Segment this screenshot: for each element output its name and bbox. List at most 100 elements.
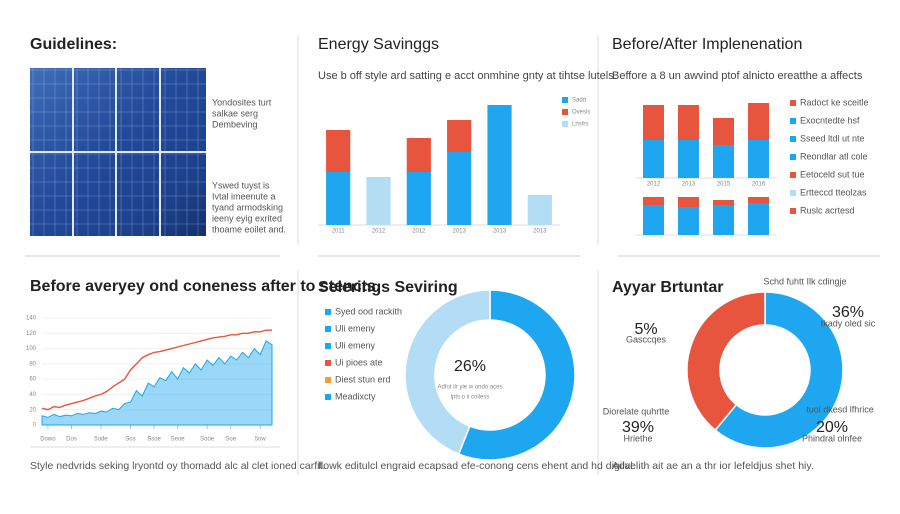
x-tick-label: Dowo [40, 437, 56, 443]
note-line: thoame eoilet and. [212, 224, 286, 234]
x-tick-label: 2016 [752, 182, 766, 188]
legend-swatch [562, 109, 568, 115]
y-tick-label: 120 [26, 331, 37, 337]
x-tick-label: 2012 [647, 182, 661, 188]
bar [713, 118, 734, 145]
x-tick-label: Seoe [171, 437, 186, 443]
bar [643, 197, 664, 205]
x-tick-label: 2013 [533, 229, 547, 235]
bar [713, 200, 734, 205]
legend-swatch [562, 97, 568, 103]
note-line: ieeny eyig exrited [212, 213, 282, 223]
x-tick-label: 2013 [493, 229, 507, 235]
legend-swatch [790, 100, 796, 106]
annotation: Diorelate quhrtte [603, 406, 670, 416]
annotation: Hriethe [623, 433, 652, 443]
legend-swatch [790, 154, 796, 160]
annotation: tuoi dkesd lfhrice [806, 404, 874, 414]
annotation: 5% [634, 321, 657, 338]
legend-label: Syed ood rackith [335, 306, 402, 316]
legend-swatch [325, 360, 331, 366]
note-line: Dembeving [212, 119, 258, 129]
legend-label: Eetoceld sut tue [800, 169, 865, 179]
line [41, 329, 272, 411]
annotation: Gasccqes [626, 334, 667, 344]
chart-title: Before averyey ond coneness after to ste… [30, 278, 380, 295]
donut-slice [457, 289, 576, 461]
bar [406, 172, 431, 225]
bar [326, 172, 351, 225]
bar [643, 140, 664, 178]
chart-title: Before/After Implenenation [612, 36, 802, 53]
legend-label: Sseed ltdl ut nte [800, 133, 865, 143]
x-tick-label: Soe [225, 437, 236, 443]
x-tick-label: 2011 [332, 229, 346, 235]
chart-title: Energy Savinggs [318, 36, 439, 53]
bar [406, 138, 431, 172]
legend-swatch [325, 343, 331, 349]
legend-label: Meadixcty [335, 391, 376, 401]
legend-swatch [325, 377, 331, 383]
bar [748, 103, 769, 140]
bar [713, 205, 734, 235]
annotation: Schd fuhtt Ilk cdingje [763, 276, 846, 286]
legend-label: Uli emeny [335, 323, 376, 333]
donut-slice [686, 291, 766, 432]
legend-swatch [325, 309, 331, 315]
x-tick-label: 2015 [717, 182, 731, 188]
bar [678, 140, 699, 178]
chart-subtitle: Beffore a 8 un awvind ptof alnicto ereat… [612, 70, 863, 82]
legend-label: Ui pioes ate [335, 357, 383, 367]
note-line: Yondosites turt [212, 97, 272, 107]
y-tick-label: 0 [33, 423, 37, 429]
annotation: 36% [832, 304, 864, 321]
bar [487, 105, 512, 225]
legend-swatch [562, 121, 568, 127]
legend-label: Reondlar atl cole [800, 151, 868, 161]
legend-swatch [790, 118, 796, 124]
note-line: salkae serg [212, 108, 258, 118]
solar-panel [30, 68, 206, 236]
x-tick-label: 2012 [412, 229, 426, 235]
bar [326, 130, 351, 172]
legend-swatch [790, 190, 796, 196]
x-tick-label: Dos [66, 437, 77, 443]
note-line: tyand armodsking [212, 202, 283, 212]
bar [643, 105, 664, 140]
annotation: 39% [622, 419, 654, 436]
y-tick-label: 80 [29, 361, 36, 367]
x-tick-label: 2013 [682, 182, 696, 188]
center-text: Adfot ilr yie w ondo aces [437, 385, 502, 391]
legend-label: Uli emeny [335, 340, 376, 350]
x-tick-label: Sooe [200, 437, 215, 443]
legend-label: Ruslc acrtesd [800, 205, 855, 215]
y-tick-label: 140 [26, 316, 37, 322]
legend-swatch [325, 326, 331, 332]
legend-label: Ertteccd tteolzas [800, 187, 867, 197]
y-tick-label: 100 [26, 346, 37, 352]
bar [366, 177, 391, 225]
y-tick-label: 20 [29, 407, 36, 413]
legend-label: Sadd [572, 98, 586, 104]
legend-swatch [790, 172, 796, 178]
x-tick-label: 2013 [452, 229, 466, 235]
x-tick-label: 5ode [94, 437, 108, 443]
center-text: lpts o ii coiless [451, 395, 490, 401]
note-line: Yswed tuyst is [212, 180, 270, 190]
bar [643, 205, 664, 235]
annotation: 20% [816, 419, 848, 436]
y-tick-label: 60 [29, 377, 36, 383]
bar [447, 152, 472, 225]
bar [447, 120, 472, 152]
panel-title: Guidelines: [30, 36, 117, 53]
x-tick-label: 2012 [372, 229, 386, 235]
footer-text: Advelith ait ae an a thr ior lefeldjus s… [612, 460, 814, 472]
x-tick-label: Ssoe [147, 437, 161, 443]
bar [713, 145, 734, 178]
note-line: Ivtal imeenute a [212, 191, 276, 201]
x-tick-label: Sos [125, 437, 135, 443]
legend-label: Exocntedte hsf [800, 115, 860, 125]
legend-label: Diest stun erd [335, 374, 391, 384]
bar [748, 203, 769, 235]
